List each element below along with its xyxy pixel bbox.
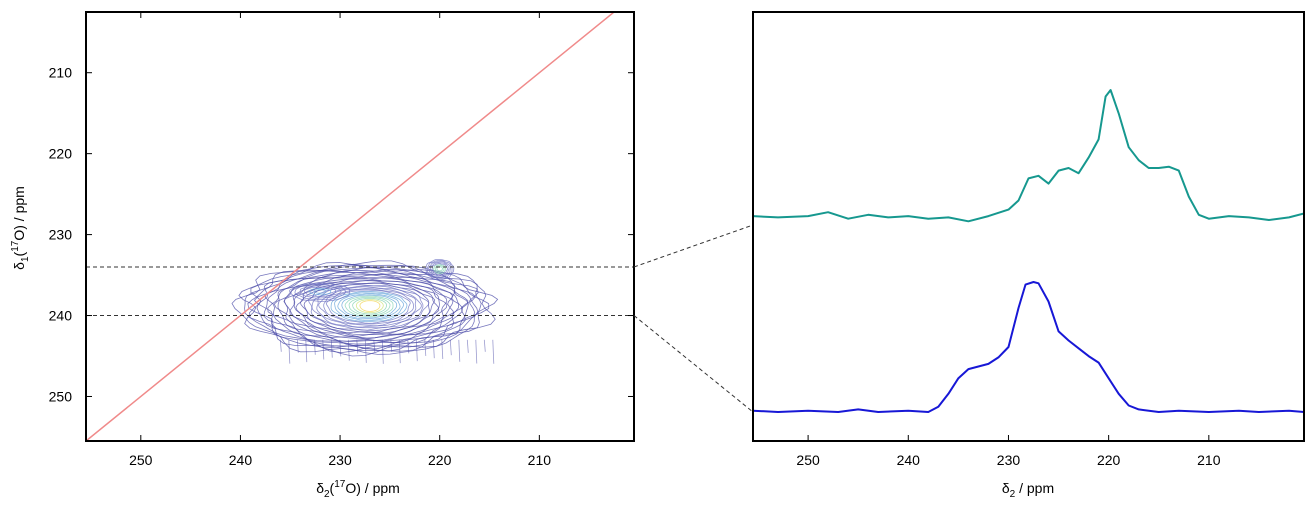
contour-line [313,289,327,294]
y-tick-label: 240 [49,308,73,324]
contour-line [359,300,381,312]
contour-line [308,287,332,296]
y-tick-label: 250 [49,388,73,404]
contour-line [434,265,445,273]
contour-line [483,339,486,352]
contour-line [373,339,376,353]
contour-line [308,284,430,331]
x-tick-label: 250 [129,452,153,468]
contour-line [289,282,351,302]
x-tick-label: 220 [428,452,452,468]
contour-line [428,261,451,278]
contour-line [430,262,450,277]
x-tick-label: 240 [229,452,253,468]
contour-line [348,296,391,316]
slice-spectra [753,89,1304,413]
connector-line [633,315,754,413]
x-tick-label: 230 [997,452,1021,468]
contour-line [279,339,282,352]
slice-spectrum-1 [753,89,1304,223]
contour-line [415,339,418,362]
contour-line [304,286,337,297]
contour-line [364,339,367,363]
contour-line [344,295,394,318]
contour-line [313,339,316,355]
contour-plot: 250 240 230 220 210 210 220 230 240 250 δ2(17O) … [10,11,635,500]
contour-line [432,339,435,359]
contour-line [244,264,482,352]
contour-line [398,339,401,364]
contour-line [323,288,414,325]
slice-lines [86,266,634,317]
contour-line [381,339,384,364]
contour-line [316,286,422,328]
contour-x-axis: 250 240 230 220 210 [129,12,551,468]
contour-line [299,285,342,299]
connector-line [633,224,754,268]
contour-line [441,339,444,360]
contour-line [436,266,443,272]
contour-line [318,287,417,327]
contour-line [449,339,452,356]
contour-line [334,292,405,321]
slice-spectrum-2 [753,281,1304,413]
y-tick-label: 230 [49,227,73,243]
diagonal [86,12,616,441]
contour-line [433,264,447,274]
contour-line [295,279,440,334]
x-tick-label: 240 [897,452,921,468]
slice-x-axis-title: δ2 / ppm [1002,480,1054,500]
contour-line [339,339,342,357]
y-tick-label: 220 [49,146,73,162]
slice-connectors [633,224,754,413]
contour-line [305,339,308,363]
slice-x-axis: 250 240 230 220 210 [796,435,1221,468]
contour-line [330,291,408,322]
x-tick-label: 230 [328,452,352,468]
contour-line [337,293,401,320]
contour-line [247,266,479,352]
contour-line [407,339,410,354]
contour-line [466,339,469,353]
contour-line [492,339,495,364]
slice-plot: 250 240 230 220 210 δ2 / ppm [752,11,1305,500]
contour-line [475,339,478,364]
slice-plot-frame [752,11,1305,442]
contour-line [426,260,453,279]
x-tick-label: 210 [528,452,552,468]
x-tick-label: 220 [1097,452,1121,468]
contour-line [355,299,384,314]
contour-line [267,271,463,344]
contour-line [294,284,347,301]
contour-line [322,339,325,360]
contour-line [325,290,411,324]
contour-line [356,339,359,354]
contour-line [431,263,449,276]
x-tick-label: 250 [796,452,820,468]
contour-line [248,263,490,354]
contour-y-axis: 210 220 230 240 250 [49,65,634,404]
contour-line [296,339,299,353]
contour-line [458,339,461,362]
contour-line [424,339,427,356]
diagonal-line [86,12,616,441]
contour-line [352,298,388,315]
contour-line [330,339,333,358]
x-tick-label: 210 [1197,452,1221,468]
contour-line [253,269,476,350]
contour-x-axis-title: δ2(17O) / ppm [316,479,400,500]
contour-line [347,339,350,361]
y-tick-label: 210 [49,65,73,81]
contour-line [311,285,424,329]
contour-line [264,271,469,347]
contour-plot-frame [85,11,635,442]
contour-levels [231,259,499,364]
contour-y-axis-title: δ1(17O) / ppm [10,186,31,270]
contour-line [390,339,393,352]
contour-line [288,339,291,364]
contour-line [425,259,455,281]
